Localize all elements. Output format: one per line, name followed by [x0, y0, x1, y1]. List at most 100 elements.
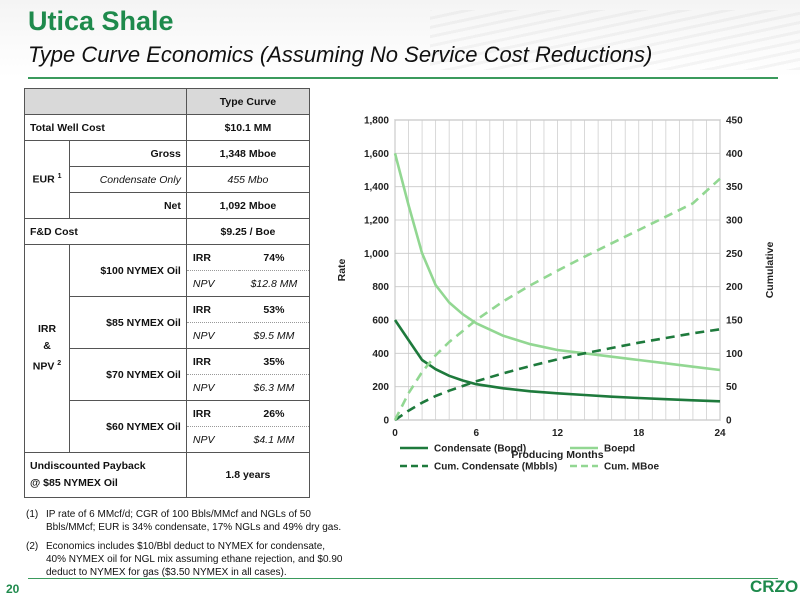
irr-value: 35% — [263, 355, 285, 368]
npv-value: $9.5 MM — [238, 322, 309, 348]
page-title: Utica Shale — [28, 6, 174, 36]
footnote-1-text: IP rate of 6 MMcf/d; CGR of 100 Bbls/MMc… — [46, 509, 342, 533]
y2-tick-label: 400 — [726, 149, 743, 160]
row-eur-condensate: Condensate Only 455 Mbo — [25, 166, 311, 193]
label-total-well-cost: Total Well Cost — [24, 114, 187, 141]
npv-label: NPV — [186, 270, 239, 296]
y-tick-label: 800 — [372, 282, 389, 293]
values-scenario-70: IRR 35% NPV $6.3 MM — [185, 348, 311, 401]
y-tick-label: 1,600 — [364, 149, 389, 160]
footer-divider — [28, 578, 778, 579]
values-scenario-100: IRR 74% NPV $12.8 MM — [185, 244, 311, 297]
irr-npv-footnote-ref: 2 — [57, 360, 62, 368]
label-scenario-70: $70 NYMEX Oil — [69, 348, 187, 401]
y2-tick-label: 200 — [726, 282, 743, 293]
value-payback: 1.8 years — [185, 452, 311, 498]
header-empty-cell — [24, 88, 187, 115]
irr-label: IRR — [192, 303, 211, 316]
values-scenario-60: IRR 26% NPV $4.1 MM — [185, 400, 311, 453]
value-eur-condensate: 455 Mbo — [185, 166, 311, 193]
row-total-well-cost: Total Well Cost $10.1 MM — [24, 114, 311, 141]
y2-tick-label: 350 — [726, 182, 743, 193]
legend-label: Condensate (Bopd) — [434, 444, 526, 455]
y-tick-label: 400 — [372, 349, 389, 360]
irr-label-text: IRR — [37, 323, 57, 336]
irr-value: 53% — [263, 303, 285, 316]
values-scenario-85: IRR 53% NPV $9.5 MM — [185, 296, 311, 349]
y-tick-label: 1,000 — [364, 249, 389, 260]
column-header-type-curve: Type Curve — [185, 88, 311, 115]
y2-tick-label: 150 — [726, 316, 743, 327]
payback-label-line2: @ $85 NYMEX Oil — [30, 477, 118, 489]
footnote-1-number: (1) — [26, 509, 39, 520]
irr-label: IRR — [192, 407, 211, 420]
npv-label-text: NPV — [32, 360, 55, 373]
x-tick-label: 6 — [473, 428, 479, 439]
eur-footnote-ref: 1 — [57, 173, 62, 181]
irr-value: 26% — [263, 407, 285, 420]
label-eur-gross: Gross — [69, 140, 187, 167]
header-divider — [28, 77, 778, 79]
y-tick-label: 0 — [383, 416, 389, 427]
table-header-row: Type Curve — [24, 88, 311, 115]
npv-value: $6.3 MM — [238, 374, 309, 400]
y2-tick-label: 450 — [726, 116, 743, 127]
legend-label: Cum. MBoe — [604, 462, 659, 473]
row-scenario-70: $70 NYMEX Oil IRR 35% NPV $6.3 MM — [25, 348, 311, 401]
x-tick-label: 24 — [714, 428, 726, 439]
label-eur: EUR 1 — [24, 140, 70, 219]
payback-label-line1: Undiscounted Payback — [30, 460, 146, 472]
row-eur-gross: EUR 1 Gross 1,348 Mboe — [24, 140, 311, 219]
footnote-2-number: (2) — [26, 541, 39, 552]
x-tick-label: 0 — [392, 428, 398, 439]
legend-label: Cum. Condensate (Mbbls) — [434, 462, 557, 473]
row-fd-cost: F&D Cost $9.25 / Boe — [24, 218, 311, 245]
label-fd-cost: F&D Cost — [24, 218, 187, 245]
y-tick-label: 1,800 — [364, 116, 389, 127]
series-line-4 — [393, 177, 721, 421]
row-scenario-100: IRR & NPV 2 $100 NYMEX Oil IRR 74% NPV $12… — [24, 244, 311, 453]
npv-value: $12.8 MM — [238, 270, 309, 296]
x-tick-label: 18 — [633, 428, 645, 439]
header-decoration — [430, 10, 800, 70]
y-tick-label: 200 — [372, 382, 389, 393]
row-eur-net: Net 1,092 Mboe — [25, 192, 311, 219]
npv-value: $4.1 MM — [238, 426, 309, 452]
y2-tick-label: 0 — [726, 416, 732, 427]
y2-tick-label: 100 — [726, 349, 743, 360]
y2-tick-label: 50 — [726, 382, 738, 393]
label-eur-condensate: Condensate Only — [69, 166, 187, 193]
label-scenario-100: $100 NYMEX Oil — [69, 244, 187, 297]
npv-label: NPV — [186, 322, 239, 348]
y2-axis-label: Cumulative — [764, 242, 776, 299]
x-axis-label: Producing Months — [511, 449, 603, 461]
amp-label-text: & — [43, 340, 51, 353]
label-scenario-85: $85 NYMEX Oil — [69, 296, 187, 349]
x-tick-label: 12 — [552, 428, 564, 439]
legend-label: Boepd — [604, 444, 635, 455]
irr-label: IRR — [192, 251, 211, 264]
production-chart: 0 200 400 600 800 1,000 1,200 1,400 1,600 1,800 0 5… — [336, 116, 776, 473]
irr-value: 74% — [263, 251, 285, 264]
company-logo: CRZO — [750, 577, 799, 596]
row-scenario-85: $85 NYMEX Oil IRR 53% NPV $9.5 MM — [25, 296, 311, 349]
series-line-2 — [393, 152, 721, 372]
label-scenario-60: $60 NYMEX Oil — [69, 400, 187, 453]
value-eur-gross: 1,348 Mboe — [185, 140, 311, 167]
y-axis-label: Rate — [336, 258, 348, 281]
label-eur-net: Net — [69, 192, 187, 219]
page-number: 20 — [6, 582, 20, 596]
page-subtitle: Type Curve Economics (Assuming No Servic… — [28, 42, 653, 67]
value-total-well-cost: $10.1 MM — [185, 114, 311, 141]
y-tick-label: 600 — [372, 316, 389, 327]
series-line-3 — [394, 328, 721, 422]
economics-table: Type Curve Total Well Cost $10.1 MM EUR … — [24, 88, 311, 498]
value-fd-cost: $9.25 / Boe — [185, 218, 311, 245]
header-band — [0, 0, 800, 78]
npv-label: NPV — [186, 374, 239, 400]
label-irr-npv: IRR & NPV 2 — [24, 244, 70, 453]
eur-label-text: EUR — [32, 173, 55, 186]
value-eur-net: 1,092 Mboe — [185, 192, 311, 219]
label-payback: Undiscounted Payback @ $85 NYMEX Oil — [24, 452, 187, 498]
npv-label: NPV — [186, 426, 239, 452]
